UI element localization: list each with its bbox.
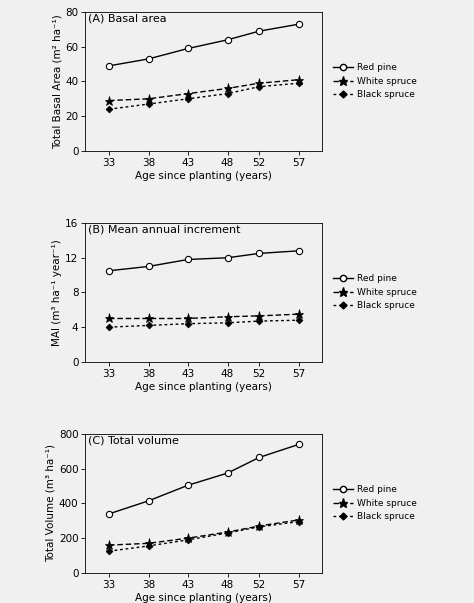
Legend: Red pine, White spruce, Black spruce: Red pine, White spruce, Black spruce: [332, 484, 419, 523]
Y-axis label: Total Basal Area (m² ha⁻¹): Total Basal Area (m² ha⁻¹): [53, 14, 63, 149]
Y-axis label: Total Volume (m³ ha⁻¹): Total Volume (m³ ha⁻¹): [46, 444, 56, 563]
Legend: Red pine, White spruce, Black spruce: Red pine, White spruce, Black spruce: [332, 62, 419, 101]
Y-axis label: MAI (m³ ha⁻¹ year⁻¹): MAI (m³ ha⁻¹ year⁻¹): [52, 239, 63, 346]
Text: (A) Basal area: (A) Basal area: [88, 13, 166, 24]
Text: (C) Total volume: (C) Total volume: [88, 435, 179, 446]
X-axis label: Age since planting (years): Age since planting (years): [136, 382, 272, 391]
Legend: Red pine, White spruce, Black spruce: Red pine, White spruce, Black spruce: [332, 273, 419, 312]
Text: (B) Mean annual increment: (B) Mean annual increment: [88, 224, 240, 235]
X-axis label: Age since planting (years): Age since planting (years): [136, 593, 272, 602]
X-axis label: Age since planting (years): Age since planting (years): [136, 171, 272, 180]
